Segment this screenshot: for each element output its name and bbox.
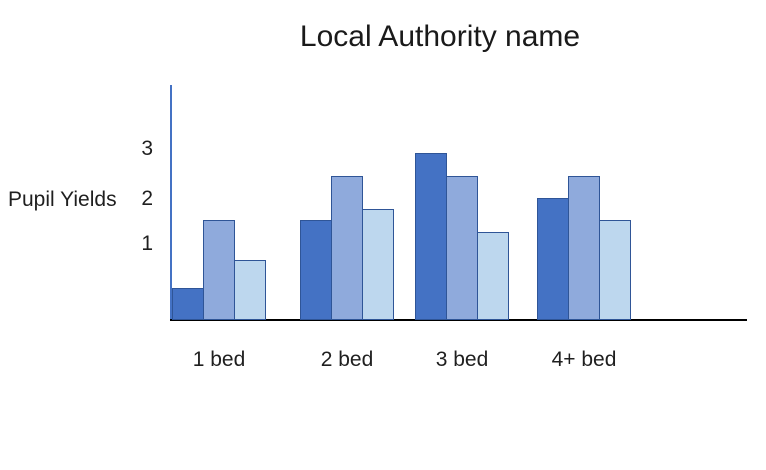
bar-market-1-bed [203,220,235,320]
bar-market-2-bed [331,176,363,320]
bar-affordable-1-bed [234,260,266,320]
y-tick-2: 2 [141,187,153,210]
x-category-label-4-bed: 4+ bed [551,348,617,371]
bar-all-1-bed [172,288,204,320]
legend: All Market Affordable [0,410,766,465]
x-category-label-1-bed: 1 bed [192,348,246,371]
bar-affordable-4-bed [599,220,631,320]
y-axis-line [170,85,172,320]
bar-all-2-bed [300,220,332,320]
x-category-label-2-bed: 2 bed [320,348,374,371]
bar-affordable-2-bed [362,209,394,320]
x-category-label-3-bed: 3 bed [435,348,489,371]
bar-market-4-bed [568,176,600,320]
bar-all-3-bed [415,153,447,320]
y-tick-3: 3 [141,137,153,160]
x-axis-line [170,319,747,321]
bar-all-4-bed [537,198,569,320]
bar-market-3-bed [446,176,478,320]
y-axis-label: Pupil Yields [8,188,117,211]
chart-title: Local Authority name [299,20,581,53]
bar-affordable-3-bed [477,232,509,320]
y-tick-1: 1 [141,232,153,255]
